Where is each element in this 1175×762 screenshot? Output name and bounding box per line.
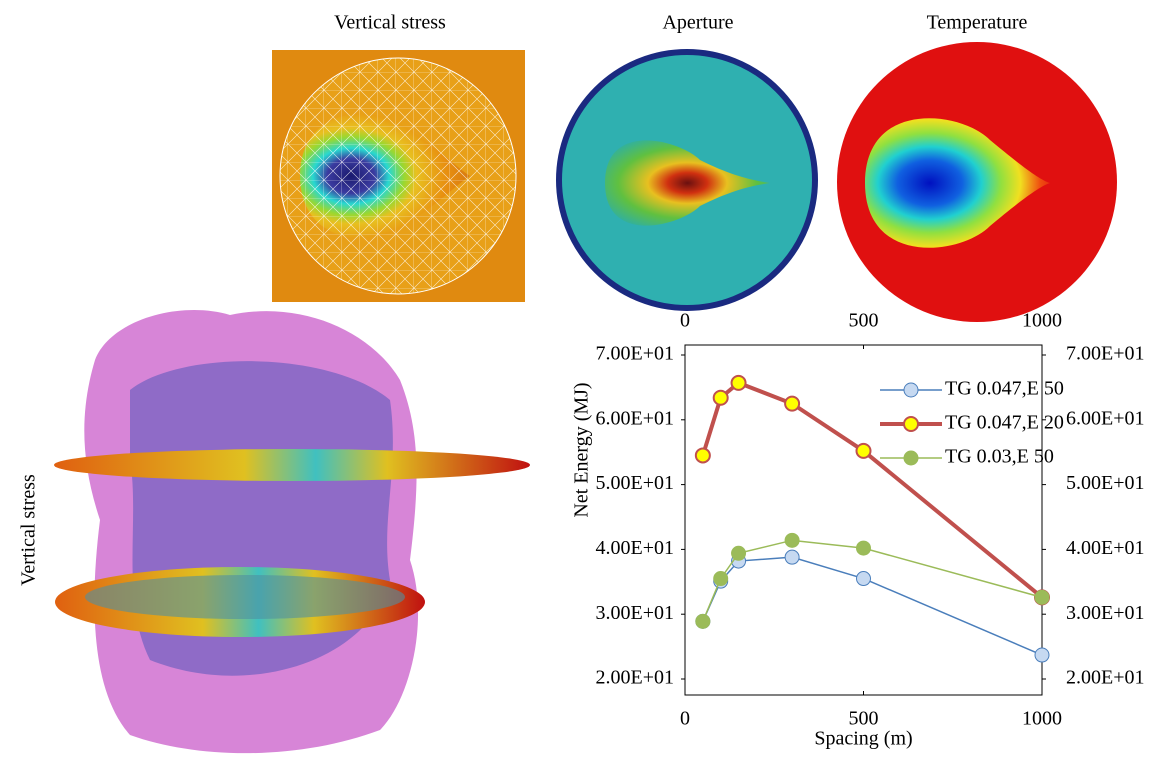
data-point: [713, 571, 729, 587]
data-point: [784, 549, 800, 565]
panel-title: Vertical stress: [18, 474, 40, 586]
data-point: [712, 389, 729, 406]
y-tick-label: 4.00E+01: [596, 537, 675, 559]
legend-label: TG 0.03,E 50: [945, 446, 1054, 468]
legend-marker: [903, 450, 919, 466]
x-tick-label: 500: [849, 708, 879, 730]
x-tick-label: 1000: [1022, 708, 1062, 730]
data-point: [1034, 647, 1050, 663]
data-point: [694, 447, 711, 464]
x2-tick-label: 0: [680, 310, 690, 332]
stress-map: [272, 50, 525, 302]
y2-tick-label: 4.00E+01: [1066, 537, 1145, 559]
series-line: [700, 380, 1044, 599]
legend-label: TG 0.047,E 50: [945, 378, 1064, 400]
y-tick-label: 2.00E+01: [596, 667, 675, 689]
panel-title: Temperature: [927, 12, 1028, 34]
data-point: [855, 442, 872, 459]
data-point: [730, 374, 747, 391]
x-axis-label: Spacing (m): [814, 728, 912, 750]
data-point: [1034, 589, 1050, 605]
y-tick-label: 7.00E+01: [596, 343, 675, 365]
legend-label: TG 0.047,E 20: [945, 412, 1064, 434]
x2-tick-label: 1000: [1022, 310, 1062, 332]
data-point: [784, 532, 800, 548]
y2-tick-label: 5.00E+01: [1066, 472, 1145, 494]
legend-marker: [903, 416, 919, 432]
x2-tick-label: 500: [849, 310, 879, 332]
y2-tick-label: 2.00E+01: [1066, 667, 1145, 689]
data-point: [856, 540, 871, 556]
3d-view: [54, 310, 530, 754]
panel-title: Aperture: [662, 12, 733, 34]
y2-tick-label: 6.00E+01: [1066, 407, 1145, 429]
temperature-map: [837, 42, 1117, 322]
y-axis-label: Net Energy (MJ): [571, 382, 593, 517]
data-point: [695, 613, 711, 629]
data-point: [784, 395, 801, 412]
aperture-map: [556, 49, 818, 311]
legend-marker: [903, 382, 919, 398]
series-line: [702, 556, 1043, 656]
y-tick-label: 3.00E+01: [596, 602, 675, 624]
series-line: [702, 539, 1043, 622]
x-tick-label: 0: [680, 708, 690, 730]
data-point: [856, 571, 871, 587]
y2-tick-label: 3.00E+01: [1066, 602, 1145, 624]
y2-tick-label: 7.00E+01: [1066, 343, 1145, 365]
data-point: [731, 545, 747, 561]
panel-title: Vertical stress: [334, 12, 446, 34]
y-tick-label: 6.00E+01: [596, 407, 675, 429]
y-tick-label: 5.00E+01: [596, 472, 675, 494]
